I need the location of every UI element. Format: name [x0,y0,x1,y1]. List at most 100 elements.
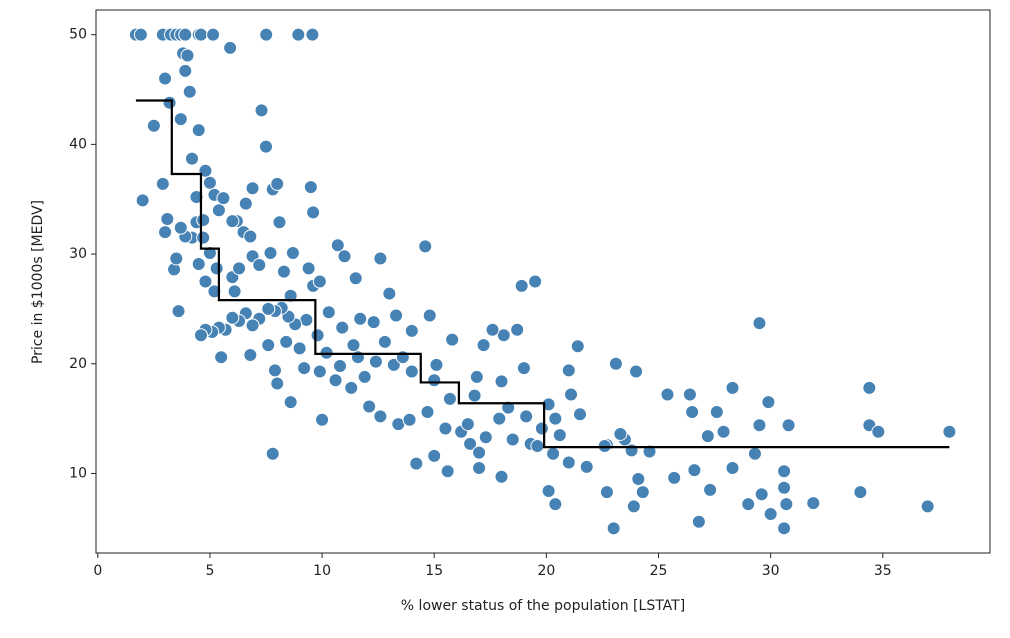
point [871,424,886,439]
point [573,407,588,422]
point [752,418,767,433]
x-tick-label: 35 [874,563,892,579]
y-axis-label: Price in $1000s [MEDV] [30,200,46,364]
point [270,176,285,191]
point [146,118,161,133]
point [777,480,792,495]
x-tick-label: 25 [650,563,668,579]
point [279,334,294,349]
point [469,369,484,384]
point [310,328,325,343]
point [942,424,957,439]
point [362,399,377,414]
point [238,196,253,211]
point [635,485,650,500]
point [920,499,935,514]
point [225,214,240,229]
point [193,328,208,343]
point [777,464,792,479]
x-tick-label: 20 [537,563,555,579]
point [631,471,646,486]
y-tick-label: 50 [69,27,87,43]
point [862,380,877,395]
point [245,318,260,333]
point [777,521,792,536]
point [265,446,280,461]
point [270,376,285,391]
x-tick-label: 10 [313,563,331,579]
point [283,395,298,410]
point [209,261,224,276]
point [335,320,350,335]
point [418,239,433,254]
point [725,460,740,475]
point [357,369,372,384]
point [687,463,702,478]
x-tick-label: 0 [93,563,102,579]
point [608,356,623,371]
point [570,339,585,354]
point [667,470,682,485]
point [173,112,188,127]
point [420,405,435,420]
point [541,484,556,499]
point [261,301,276,316]
point [429,357,444,372]
point [463,436,478,451]
point [548,497,563,512]
point [346,338,361,353]
point [291,27,306,42]
x-axis-label: % lower status of the population [LSTAT] [401,598,685,614]
point [700,429,715,444]
point [202,245,217,260]
point [350,350,365,365]
point [485,322,500,337]
point [440,464,455,479]
point [178,63,193,78]
point [333,358,348,373]
point [171,304,186,319]
point [245,181,260,196]
point [561,455,576,470]
point [285,245,300,260]
point [691,514,706,529]
point [155,176,170,191]
point [395,350,410,365]
point [158,71,173,86]
point [202,175,217,190]
point [546,446,561,461]
point [427,373,442,388]
point [315,412,330,427]
point [552,428,567,443]
point [169,251,184,266]
point [193,27,208,42]
point [263,245,278,260]
point [514,278,529,293]
point [252,258,267,273]
point [223,40,238,55]
point [613,426,628,441]
point [519,409,534,424]
point [297,361,312,376]
point [283,288,298,303]
point [259,139,274,154]
point [321,305,336,320]
y-tick-label: 30 [69,246,87,262]
point [685,405,700,420]
point [211,203,226,218]
point [725,380,740,395]
point [754,487,769,502]
point [180,48,195,63]
point [561,363,576,378]
point [162,95,177,110]
point [292,341,307,356]
point [178,27,193,42]
point [478,430,493,445]
point [189,190,204,205]
x-tick-label: 5 [205,563,214,579]
point [353,311,368,326]
point [344,380,359,395]
y-tick-label: 20 [69,356,87,372]
